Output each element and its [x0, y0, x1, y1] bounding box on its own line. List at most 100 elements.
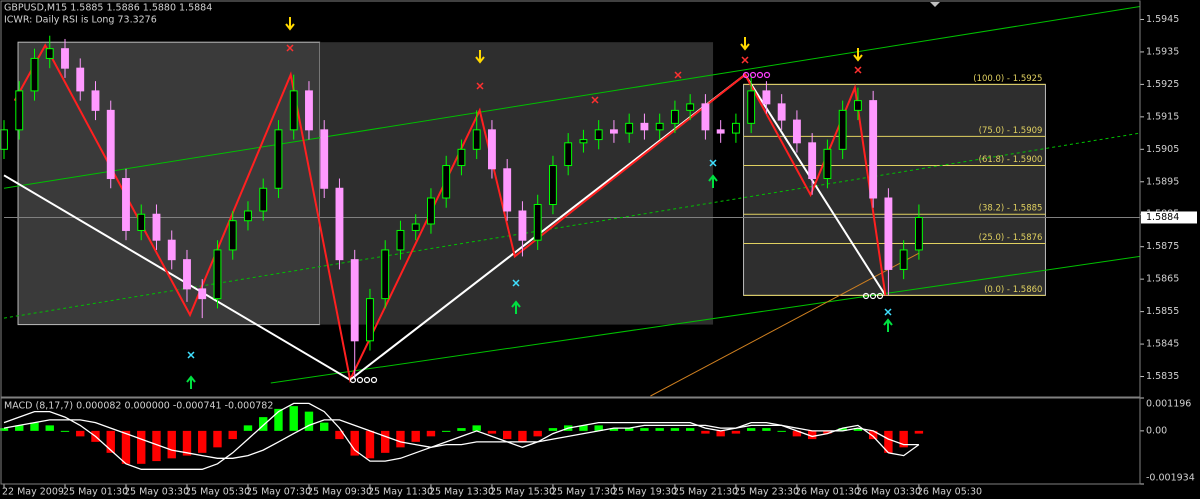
- circle: [363, 376, 371, 384]
- x-tick-label: 26 May 01:30: [795, 487, 860, 498]
- candles-layer: [0, 35, 923, 380]
- y-tick-label: 1.5835: [1146, 371, 1179, 382]
- candle-body: [335, 187, 344, 261]
- red-crosses: [286, 44, 862, 104]
- macd-bar: [289, 406, 298, 431]
- x-tick-label: 25 May 11:30: [368, 487, 433, 498]
- down-arrow: [475, 50, 485, 64]
- candle-body: [594, 129, 603, 141]
- macd-bar: [731, 430, 741, 434]
- candle-body: [152, 213, 161, 241]
- candle-body: [549, 165, 557, 205]
- chart-title: GBPUSD,M15 1.5885 1.5886 1.5880 1.5884: [4, 3, 212, 14]
- candle-body: [45, 48, 54, 59]
- macd-bar: [899, 430, 908, 448]
- macd-bar: [655, 428, 664, 431]
- y-tick-label: 1.5945: [1146, 14, 1179, 25]
- macd-bar: [868, 430, 878, 440]
- macd-bar: [167, 430, 176, 459]
- cross: [709, 159, 717, 167]
- macd-bar: [381, 430, 390, 453]
- candle-body: [91, 90, 100, 111]
- macd-bar: [670, 428, 680, 431]
- candle-body: [396, 229, 405, 251]
- y-tick-label: 1.5875: [1146, 241, 1179, 252]
- candle-body: [320, 129, 329, 189]
- chart-subtitle: ICWR: Daily RSI is Long 73.3276: [4, 15, 157, 26]
- candle-body: [244, 210, 252, 222]
- candle-body: [655, 122, 664, 131]
- last-price-box: [1141, 211, 1197, 224]
- circle: [370, 376, 378, 384]
- y-tick-label: 1.5865: [1146, 274, 1179, 285]
- macd-bar: [76, 430, 85, 437]
- candle-body: [747, 90, 756, 124]
- candle-body: [427, 197, 435, 225]
- circle: [356, 376, 364, 384]
- fib-label: (0.0) - 1.5860: [984, 285, 1042, 295]
- text-layer: 1.5945 1.5935 1.5925 1.5915 1.5905 1.5895 1.58…: [2, 14, 1197, 498]
- candle-body: [442, 165, 451, 199]
- macd-bar: [884, 430, 893, 453]
- candle-body: [274, 129, 283, 189]
- macd-bar: [243, 425, 253, 431]
- candle-body: [76, 67, 85, 92]
- cyan-crosses: [187, 159, 892, 359]
- cross: [187, 351, 195, 359]
- macd-bar: [914, 430, 924, 434]
- candle-body: [61, 48, 69, 69]
- signal-markers: [186, 17, 893, 389]
- candle-body: [564, 142, 573, 167]
- candle-body: [472, 129, 481, 150]
- cross: [741, 56, 749, 64]
- macd-bar: [274, 408, 283, 431]
- x-tick-label: 22 May 2009: [2, 487, 64, 498]
- candle-body: [610, 129, 618, 134]
- candle-body: [457, 148, 466, 167]
- candle-body: [701, 103, 710, 131]
- candle-body: [228, 220, 237, 251]
- candle-body: [15, 90, 24, 131]
- x-tick-label: 25 May 09:30: [307, 487, 372, 498]
- candle-body: [305, 90, 313, 131]
- macd-line: [3, 419, 919, 459]
- fib-label: (61.8) - 1.5900: [979, 155, 1043, 165]
- macd-bar: [442, 430, 451, 432]
- x-tick-label: 25 May 17:30: [551, 487, 616, 498]
- cross: [884, 308, 892, 316]
- macd-line: [3, 402, 920, 470]
- candle-body: [411, 223, 420, 231]
- macd-bar: [152, 430, 161, 462]
- y-tick-label: 1.5905: [1146, 144, 1179, 155]
- trend-line: [3, 6, 1141, 189]
- macd-bar: [320, 422, 329, 431]
- x-tick-label: 25 May 05:30: [185, 487, 250, 498]
- macd-bar: [762, 428, 771, 431]
- fib-label: (100.0) - 1.5925: [973, 74, 1042, 84]
- candle-body: [640, 122, 649, 131]
- y-tick-label: 1.5935: [1146, 46, 1179, 57]
- macd-bar: [60, 430, 70, 432]
- candle-body: [350, 259, 359, 342]
- macd-bar: [487, 430, 497, 434]
- candle-body: [625, 122, 634, 134]
- candle-body: [869, 100, 878, 199]
- y-tick-label: 1.5895: [1146, 176, 1179, 187]
- x-tick-label: 25 May 03:30: [124, 487, 189, 498]
- macd-bar: [503, 430, 512, 440]
- macd-bar: [548, 428, 558, 431]
- macd-bar: [701, 430, 710, 434]
- macd-bar: [777, 430, 786, 432]
- y-tick-label: -0.001934: [1146, 473, 1195, 484]
- macd-bar: [182, 430, 192, 456]
- macd-bar: [30, 422, 39, 431]
- macd-bar: [792, 430, 802, 437]
- y-tick-label: 1.5925: [1146, 79, 1179, 90]
- cross: [591, 96, 599, 104]
- up-arrow: [511, 300, 521, 314]
- candle-body: [899, 249, 908, 270]
- candle-body: [579, 139, 588, 144]
- macd-bar: [0, 428, 9, 431]
- macd-bar: [121, 430, 131, 464]
